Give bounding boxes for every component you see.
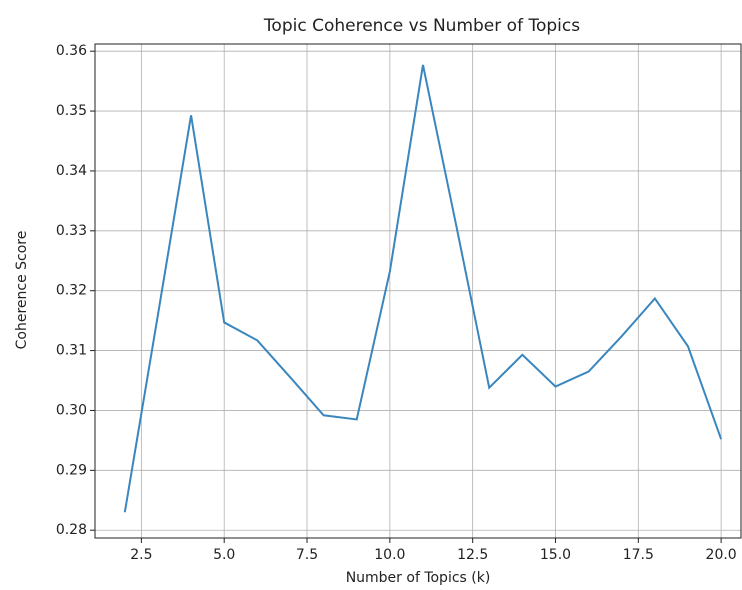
y-tick-label: 0.29 bbox=[56, 462, 87, 478]
data-line bbox=[125, 65, 721, 512]
y-tick-label: 0.35 bbox=[56, 103, 87, 119]
x-axis-label: Number of Topics (k) bbox=[346, 570, 491, 586]
x-tick-label: 7.5 bbox=[296, 547, 318, 563]
x-tick-label: 17.5 bbox=[623, 547, 654, 563]
y-tick-label: 0.32 bbox=[56, 283, 87, 299]
x-tick-label: 12.5 bbox=[457, 547, 488, 563]
y-tick-label: 0.34 bbox=[56, 163, 87, 179]
x-tick-label: 5.0 bbox=[213, 547, 235, 563]
y-tick-label: 0.30 bbox=[56, 402, 87, 418]
y-tick-label: 0.33 bbox=[56, 223, 87, 239]
chart: Topic Coherence vs Number of Topics Numb… bbox=[0, 0, 742, 590]
y-axis-label: Coherence Score bbox=[14, 231, 30, 350]
y-tick-label: 0.36 bbox=[56, 43, 87, 59]
x-tick-label: 20.0 bbox=[706, 547, 737, 563]
x-tick-label: 15.0 bbox=[540, 547, 571, 563]
chart-title: Topic Coherence vs Number of Topics bbox=[263, 16, 580, 36]
x-tick-label: 10.0 bbox=[374, 547, 405, 563]
y-tick-label: 0.28 bbox=[56, 522, 87, 538]
x-tick-label: 2.5 bbox=[130, 547, 152, 563]
y-tick-label: 0.31 bbox=[56, 343, 87, 359]
